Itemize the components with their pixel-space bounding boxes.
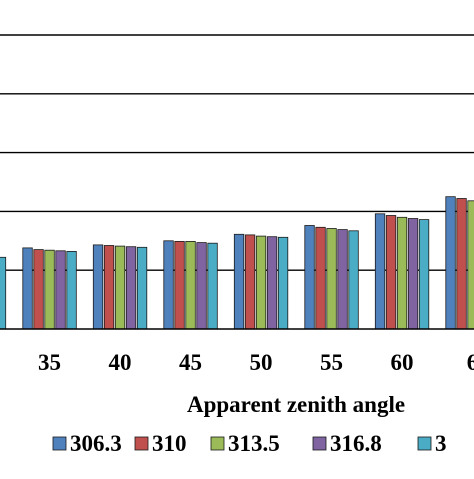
legend-swatch xyxy=(312,436,327,451)
bar xyxy=(445,196,456,330)
bar xyxy=(22,247,33,330)
bar xyxy=(174,240,185,330)
bar xyxy=(244,234,256,330)
bar xyxy=(207,242,218,330)
legend-swatch xyxy=(52,436,67,451)
bar xyxy=(396,216,408,330)
x-tick-label: 6 xyxy=(467,350,474,375)
bar xyxy=(418,219,430,330)
bar xyxy=(33,249,44,330)
bar xyxy=(407,218,419,330)
bar xyxy=(185,240,196,330)
bar xyxy=(163,240,174,330)
bar xyxy=(0,256,7,330)
bar xyxy=(315,226,326,330)
legend-label: 316.8 xyxy=(330,431,382,456)
legend-label: 306.3 xyxy=(70,431,122,456)
bar xyxy=(44,249,55,330)
x-tick-label: 35 xyxy=(38,350,61,375)
x-tick-label: 55 xyxy=(320,350,343,375)
bar xyxy=(55,250,66,330)
bar xyxy=(114,245,126,330)
legend-swatch xyxy=(417,436,432,451)
bar xyxy=(374,213,386,330)
bar xyxy=(255,235,267,330)
bar xyxy=(103,245,115,330)
x-axis-label: Apparent zenith angle xyxy=(187,392,405,417)
x-tick-label: 50 xyxy=(250,350,273,375)
bar xyxy=(266,236,278,330)
x-tick-label: 40 xyxy=(109,350,132,375)
legend-swatch xyxy=(210,436,225,451)
legend-label: 3 xyxy=(435,431,447,456)
bar xyxy=(326,228,337,330)
bar xyxy=(277,236,289,330)
bar xyxy=(456,198,467,330)
legend-label: 313.5 xyxy=(228,431,280,456)
bar xyxy=(92,244,104,330)
x-tick-label: 60 xyxy=(391,350,414,375)
legend-swatch xyxy=(134,436,149,451)
bar xyxy=(348,230,359,330)
bar xyxy=(385,215,397,330)
bar xyxy=(136,246,148,330)
bar xyxy=(233,233,245,330)
bar xyxy=(66,250,77,330)
bar xyxy=(467,200,474,330)
legend-label: 310 xyxy=(152,431,187,456)
bar xyxy=(304,225,315,330)
bar xyxy=(196,242,207,330)
x-tick-label: 45 xyxy=(179,350,202,375)
bar xyxy=(125,246,137,330)
bar xyxy=(337,229,348,330)
